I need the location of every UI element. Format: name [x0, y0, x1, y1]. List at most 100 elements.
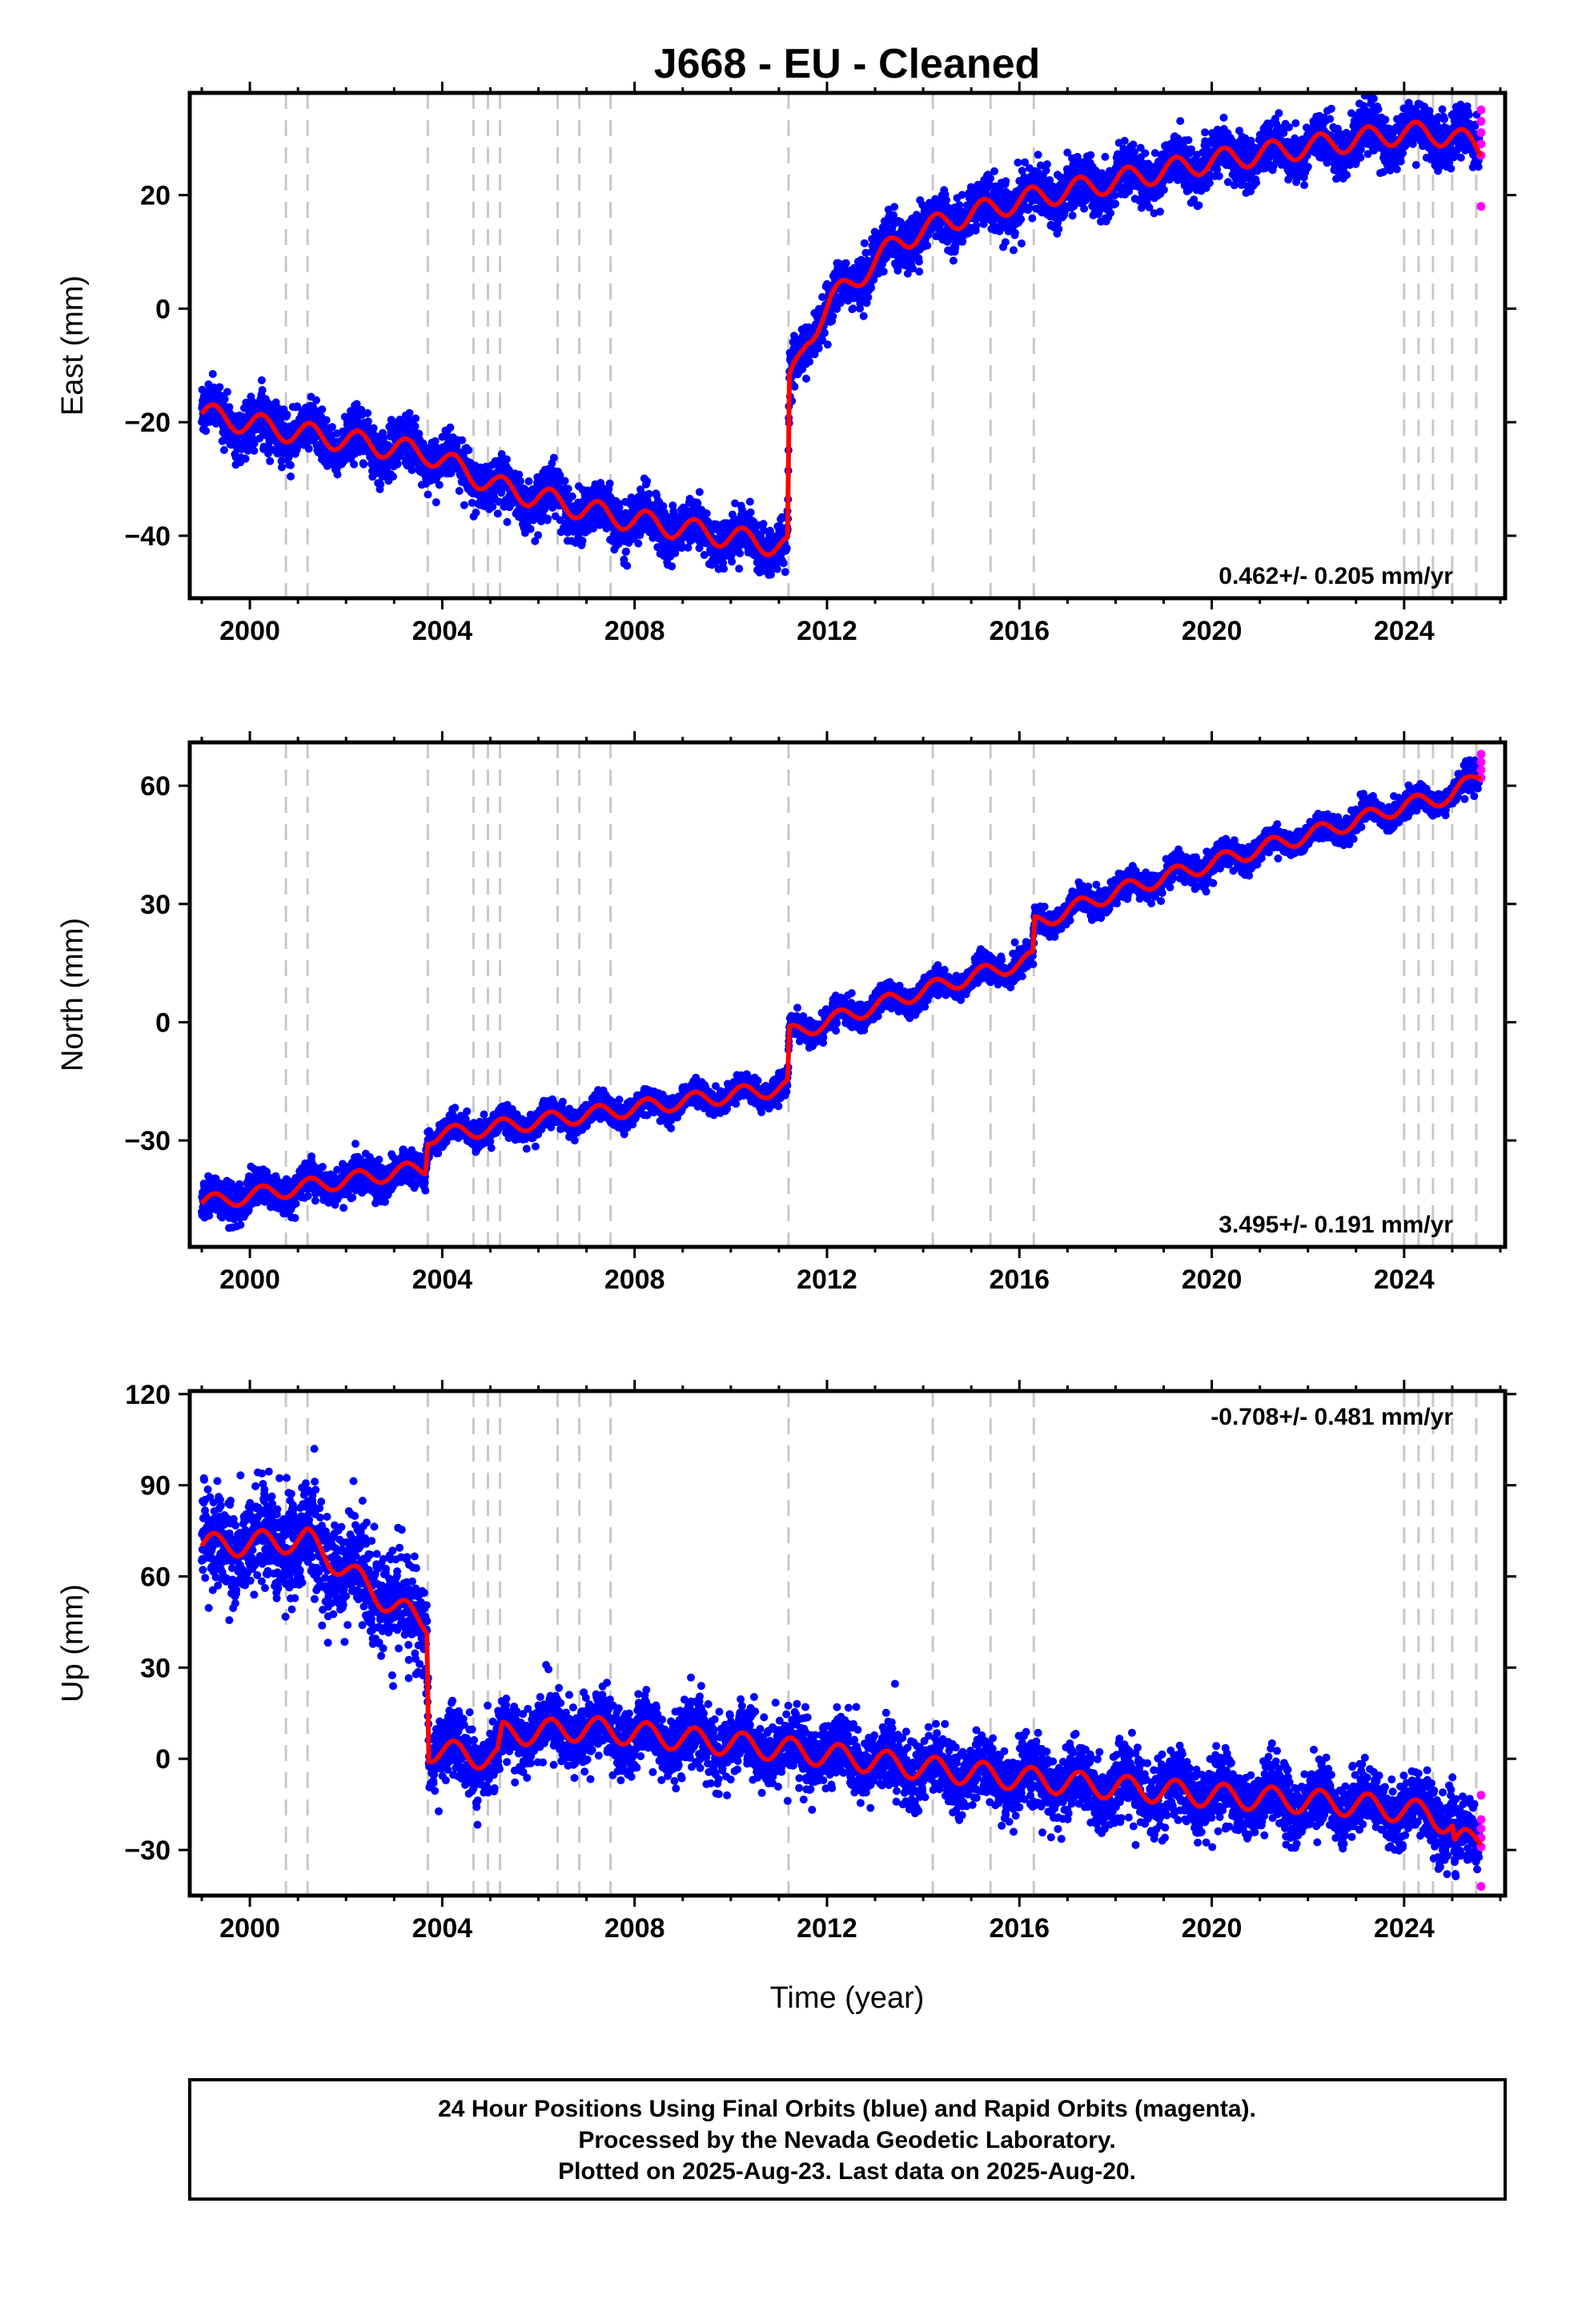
final-orbit-point — [1010, 228, 1019, 237]
final-orbit-point — [1184, 136, 1193, 144]
final-orbit-point — [1156, 207, 1164, 216]
final-orbit-point — [198, 385, 207, 394]
final-orbit-point — [435, 480, 444, 489]
final-orbit-point — [312, 396, 320, 404]
final-orbit-point — [560, 476, 569, 485]
final-orbit-point — [526, 525, 535, 533]
final-orbit-point — [942, 195, 950, 204]
final-orbit-point — [728, 557, 737, 566]
final-orbit-point — [1002, 177, 1010, 186]
final-orbit-point — [972, 221, 981, 230]
final-orbit-point — [1080, 204, 1089, 213]
final-orbit-point — [350, 460, 359, 468]
final-orbit-point — [1101, 152, 1110, 161]
final-orbit-point — [446, 423, 455, 432]
final-orbit-point — [643, 476, 652, 485]
final-orbit-point — [503, 517, 512, 526]
final-orbit-point — [802, 374, 810, 383]
final-orbit-point — [779, 559, 788, 568]
final-orbit-point — [208, 370, 217, 378]
final-orbit-point — [915, 267, 924, 276]
final-orbit-point — [781, 568, 789, 577]
final-orbit-point — [1054, 225, 1063, 233]
final-orbit-point — [1120, 136, 1129, 145]
final-orbit-point — [634, 539, 643, 548]
final-orbit-point — [359, 460, 368, 468]
final-orbit-point — [695, 488, 704, 497]
final-orbit-point — [408, 466, 416, 474]
final-orbit-point — [1252, 179, 1261, 187]
final-orbit-point — [1106, 209, 1115, 217]
final-orbit-point — [1068, 211, 1077, 220]
final-orbit-point — [549, 453, 558, 462]
final-orbit-point — [1086, 151, 1095, 159]
final-orbit-point — [1219, 113, 1228, 122]
final-orbit-point — [849, 304, 857, 313]
final-orbit-point — [493, 509, 502, 518]
final-orbit-point — [923, 241, 932, 250]
final-orbit-point — [220, 395, 229, 404]
final-orbit-point — [879, 267, 888, 276]
final-orbit-point — [516, 476, 524, 485]
final-orbit-point — [782, 544, 791, 553]
final-orbit-point — [258, 386, 267, 395]
final-orbit-point — [1017, 215, 1026, 223]
final-orbit-point — [534, 531, 543, 540]
final-orbit-point — [287, 472, 295, 480]
final-orbit-point — [215, 383, 224, 392]
final-orbit-point — [389, 472, 397, 481]
final-orbit-point — [322, 416, 331, 424]
final-orbit-point — [1111, 199, 1120, 208]
final-orbit-points — [198, 91, 1484, 579]
final-orbit-point — [702, 509, 711, 518]
final-orbit-point — [460, 501, 468, 509]
final-orbit-point — [424, 490, 432, 499]
final-orbit-point — [1215, 171, 1223, 180]
final-orbit-point — [432, 498, 440, 507]
final-orbit-point — [455, 487, 464, 495]
final-orbit-point — [219, 446, 228, 454]
final-orbit-point — [223, 388, 231, 396]
final-orbit-point — [1010, 246, 1018, 255]
final-orbit-point — [746, 508, 755, 517]
final-orbit-point — [250, 446, 259, 455]
final-orbit-point — [293, 402, 302, 411]
final-orbit-point — [1001, 238, 1010, 247]
final-orbit-point — [283, 410, 291, 419]
final-orbit-point — [544, 514, 552, 523]
final-orbit-point — [949, 256, 958, 265]
final-orbit-point — [1275, 109, 1283, 118]
final-orbit-point — [644, 489, 653, 498]
final-orbit-point — [1028, 214, 1037, 223]
final-orbit-point — [990, 167, 998, 175]
final-orbit-point — [266, 456, 275, 465]
final-orbit-point — [333, 470, 342, 479]
final-orbit-point — [1042, 160, 1051, 169]
final-orbit-point — [472, 509, 480, 517]
final-orbit-point — [250, 439, 259, 448]
final-orbit-point — [864, 293, 873, 302]
final-orbit-point — [914, 257, 923, 266]
final-orbit-point — [363, 408, 372, 417]
final-orbit-point — [524, 477, 533, 485]
final-orbit-point — [1141, 149, 1150, 158]
final-orbit-point — [376, 480, 385, 489]
final-orbit-point — [277, 456, 286, 465]
final-orbit-point — [1129, 140, 1138, 149]
final-orbit-point — [488, 502, 497, 511]
final-orbit-point — [841, 259, 850, 267]
final-orbit-point — [829, 312, 837, 320]
final-orbit-point — [458, 436, 467, 444]
final-orbit-point — [735, 565, 744, 573]
final-orbit-point — [821, 328, 829, 337]
final-orbit-point — [1201, 128, 1209, 137]
final-orbit-point — [986, 174, 995, 183]
final-orbit-point — [578, 537, 587, 545]
final-orbit-point — [304, 444, 313, 453]
final-orbit-point — [1014, 159, 1022, 167]
final-orbit-point — [502, 455, 511, 464]
final-orbit-point — [1176, 117, 1185, 126]
final-orbit-point — [623, 561, 632, 570]
final-orbit-point — [805, 357, 814, 366]
